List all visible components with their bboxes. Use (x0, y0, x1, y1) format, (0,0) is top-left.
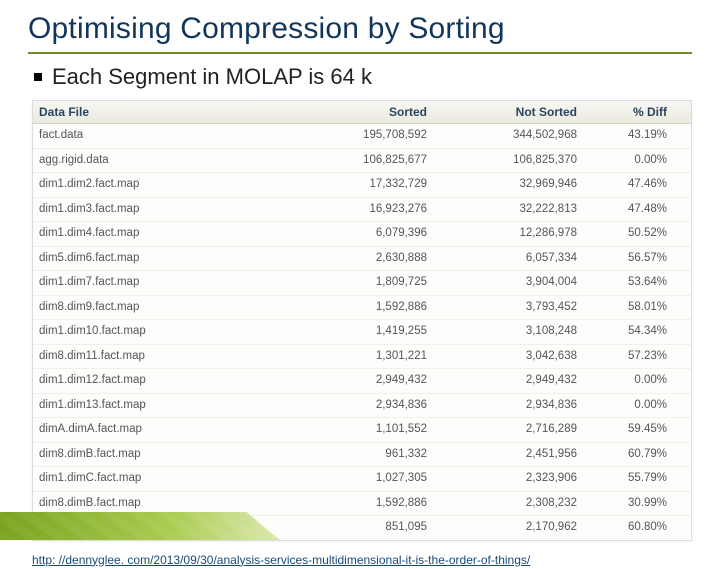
cell-sorted: 16,923,276 (293, 198, 433, 222)
cell-notsorted: 2,934,836 (433, 394, 583, 418)
cell-sorted: 961,332 (293, 443, 433, 467)
cell-diff: 57.23% (583, 345, 673, 369)
cell-diff: 53.64% (583, 271, 673, 295)
bullet-text: Each Segment in MOLAP is 64 k (52, 64, 372, 90)
table-row: fact.data195,708,592344,502,96843.19% (33, 124, 691, 149)
cell-sorted: 106,825,677 (293, 149, 433, 173)
cell-diff: 54.34% (583, 320, 673, 344)
cell-notsorted: 6,057,334 (433, 247, 583, 271)
cell-file: dim1.dim12.fact.map (33, 369, 293, 393)
cell-file: dim1.dim7.fact.map (33, 271, 293, 295)
col-header-diff: % Diff (583, 101, 673, 123)
cell-sorted: 2,630,888 (293, 247, 433, 271)
cell-notsorted: 344,502,968 (433, 124, 583, 148)
cell-diff: 0.00% (583, 369, 673, 393)
cell-sorted: 6,079,396 (293, 222, 433, 246)
col-header-file: Data File (33, 101, 293, 123)
cell-file: dim8.dim9.fact.map (33, 296, 293, 320)
cell-diff: 30.99% (583, 492, 673, 516)
cell-file: dim1.dim3.fact.map (33, 198, 293, 222)
col-header-notsorted: Not Sorted (433, 101, 583, 123)
table-row: dim5.dim6.fact.map2,630,8886,057,33456.5… (33, 247, 691, 272)
cell-sorted: 17,332,729 (293, 173, 433, 197)
cell-notsorted: 106,825,370 (433, 149, 583, 173)
cell-sorted: 1,101,552 (293, 418, 433, 442)
col-header-sorted: Sorted (293, 101, 433, 123)
cell-sorted: 1,592,886 (293, 296, 433, 320)
cell-notsorted: 12,286,978 (433, 222, 583, 246)
cell-file: dim1.dim4.fact.map (33, 222, 293, 246)
cell-notsorted: 3,042,638 (433, 345, 583, 369)
table-row: dim8.dim11.fact.map1,301,2213,042,63857.… (33, 345, 691, 370)
cell-notsorted: 32,222,813 (433, 198, 583, 222)
cell-notsorted: 2,170,962 (433, 516, 583, 540)
table-row: dim1.dim10.fact.map1,419,2553,108,24854.… (33, 320, 691, 345)
table-row: dim1.dim2.fact.map17,332,72932,969,94647… (33, 173, 691, 198)
bullet-item: Each Segment in MOLAP is 64 k (34, 64, 692, 90)
source-link[interactable]: http: //dennyglee. com/2013/09/30/analys… (32, 553, 530, 567)
bullet-icon (34, 73, 42, 81)
table-row: dim1.dim13.fact.map2,934,8362,934,8360.0… (33, 394, 691, 419)
table-body: fact.data195,708,592344,502,96843.19%agg… (33, 124, 691, 540)
cell-notsorted: 2,323,906 (433, 467, 583, 491)
cell-sorted: 1,592,886 (293, 492, 433, 516)
table-header-row: Data File Sorted Not Sorted % Diff (33, 101, 691, 124)
table-row: dim1.dimC.fact.map1,027,3052,323,90655.7… (33, 467, 691, 492)
cell-sorted: 1,809,725 (293, 271, 433, 295)
cell-diff: 60.79% (583, 443, 673, 467)
footer-decoration (0, 512, 280, 540)
cell-sorted: 851,095 (293, 516, 433, 540)
cell-notsorted: 32,969,946 (433, 173, 583, 197)
slide-title: Optimising Compression by Sorting (28, 12, 692, 52)
cell-file: agg.rigid.data (33, 149, 293, 173)
table-row: dim1.dim3.fact.map16,923,27632,222,81347… (33, 198, 691, 223)
table-row: dim1.dim12.fact.map2,949,4322,949,4320.0… (33, 369, 691, 394)
cell-diff: 47.48% (583, 198, 673, 222)
cell-file: dim1.dim10.fact.map (33, 320, 293, 344)
cell-diff: 43.19% (583, 124, 673, 148)
table-row: dim8.dimB.fact.map961,3322,451,95660.79% (33, 443, 691, 468)
data-table: Data File Sorted Not Sorted % Diff fact.… (32, 100, 692, 541)
cell-diff: 59.45% (583, 418, 673, 442)
cell-notsorted: 2,949,432 (433, 369, 583, 393)
cell-diff: 56.57% (583, 247, 673, 271)
cell-notsorted: 2,451,956 (433, 443, 583, 467)
title-rule (28, 52, 692, 54)
cell-file: dim8.dimB.fact.map (33, 492, 293, 516)
cell-diff: 47.46% (583, 173, 673, 197)
cell-file: dim1.dim13.fact.map (33, 394, 293, 418)
cell-file: dim1.dimC.fact.map (33, 467, 293, 491)
cell-notsorted: 2,716,289 (433, 418, 583, 442)
cell-diff: 50.52% (583, 222, 673, 246)
cell-file: dimA.dimA.fact.map (33, 418, 293, 442)
cell-sorted: 2,934,836 (293, 394, 433, 418)
cell-notsorted: 3,904,004 (433, 271, 583, 295)
cell-diff: 0.00% (583, 149, 673, 173)
cell-notsorted: 2,308,232 (433, 492, 583, 516)
table-row: dim8.dim9.fact.map1,592,8863,793,45258.0… (33, 296, 691, 321)
table-row: dimA.dimA.fact.map1,101,5522,716,28959.4… (33, 418, 691, 443)
cell-sorted: 1,419,255 (293, 320, 433, 344)
cell-notsorted: 3,108,248 (433, 320, 583, 344)
table-row: agg.rigid.data106,825,677106,825,3700.00… (33, 149, 691, 174)
cell-diff: 58.01% (583, 296, 673, 320)
cell-file: fact.data (33, 124, 293, 148)
slide: Optimising Compression by Sorting Each S… (0, 0, 720, 540)
cell-file: dim8.dimB.fact.map (33, 443, 293, 467)
cell-diff: 55.79% (583, 467, 673, 491)
cell-file: dim1.dim2.fact.map (33, 173, 293, 197)
cell-file: dim5.dim6.fact.map (33, 247, 293, 271)
cell-sorted: 195,708,592 (293, 124, 433, 148)
cell-sorted: 1,301,221 (293, 345, 433, 369)
table-row: dim1.dim4.fact.map6,079,39612,286,97850.… (33, 222, 691, 247)
table-row: dim1.dim7.fact.map1,809,7253,904,00453.6… (33, 271, 691, 296)
cell-notsorted: 3,793,452 (433, 296, 583, 320)
cell-diff: 0.00% (583, 394, 673, 418)
cell-diff: 60.80% (583, 516, 673, 540)
cell-sorted: 2,949,432 (293, 369, 433, 393)
cell-sorted: 1,027,305 (293, 467, 433, 491)
cell-file: dim8.dim11.fact.map (33, 345, 293, 369)
